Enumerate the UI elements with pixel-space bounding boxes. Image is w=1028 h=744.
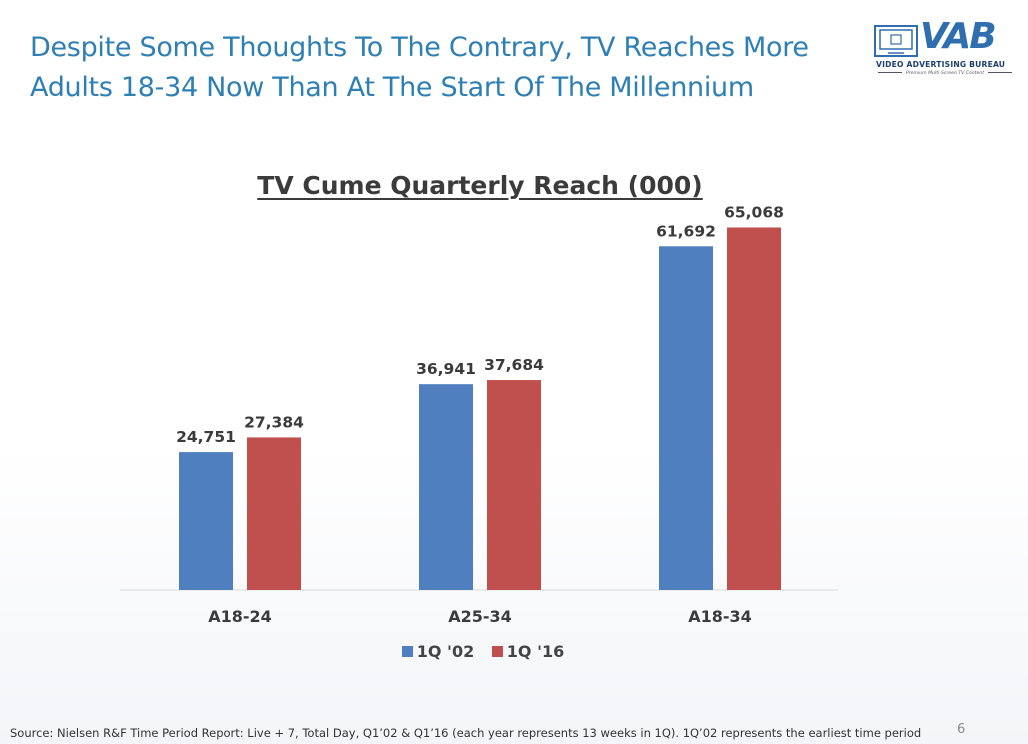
legend-item-1q02: 1Q '02 — [401, 642, 475, 661]
page-number: 6 — [957, 722, 966, 737]
bar-a18-34-s0 — [659, 246, 713, 591]
legend-swatch-1q02 — [401, 646, 413, 657]
logo-subtitle: VIDEO ADVERTISING BUREAU — [876, 60, 1006, 69]
legend-label-1q02: 1Q '02 — [416, 642, 475, 661]
data-label-a25-34-s1: 37,684 — [484, 356, 544, 374]
category-label-a18-24: A18-24 — [208, 607, 272, 626]
legend-swatch-1q16 — [491, 646, 503, 657]
data-label-a18-24-s0: 24,751 — [176, 428, 236, 446]
data-label-a18-34-s0: 61,692 — [656, 222, 716, 240]
slide-title-line-2: Adults 18-34 Now Than At The Start Of Th… — [30, 72, 754, 103]
legend-item-1q16: 1Q '16 — [491, 642, 565, 661]
legend-label-1q16: 1Q '16 — [506, 642, 565, 661]
bar-a18-24-s0 — [179, 452, 233, 590]
logo-wordmark: VAB — [920, 16, 997, 57]
chart-title: TV Cume Quarterly Reach (000) — [257, 171, 703, 200]
source-note: Source: Nielsen R&F Time Period Report: … — [10, 726, 922, 740]
tv-screen-icon — [874, 25, 918, 57]
data-label-a25-34-s0: 36,941 — [416, 360, 476, 378]
slide-title: Despite Some Thoughts To The Contrary, T… — [30, 28, 860, 108]
data-label-a18-24-s1: 27,384 — [244, 413, 304, 431]
bar-a25-34-s0 — [419, 384, 473, 590]
bar-a18-34-s1 — [727, 227, 781, 591]
category-label-a25-34: A25-34 — [448, 607, 512, 626]
chart-legend: 1Q '02 1Q '16 — [0, 642, 966, 661]
category-label-a18-34: A18-34 — [688, 607, 752, 626]
bar-a18-24-s1 — [247, 437, 301, 590]
bar-a25-34-s1 — [487, 380, 541, 590]
data-label-a18-34-s1: 65,068 — [724, 203, 784, 221]
logo-tagline: Premium Multi-Screen TV Content — [874, 71, 1006, 76]
slide-title-line-1: Despite Some Thoughts To The Contrary, T… — [30, 32, 809, 63]
vab-logo: VAB VIDEO ADVERTISING BUREAU Premium Mul… — [874, 16, 1006, 88]
